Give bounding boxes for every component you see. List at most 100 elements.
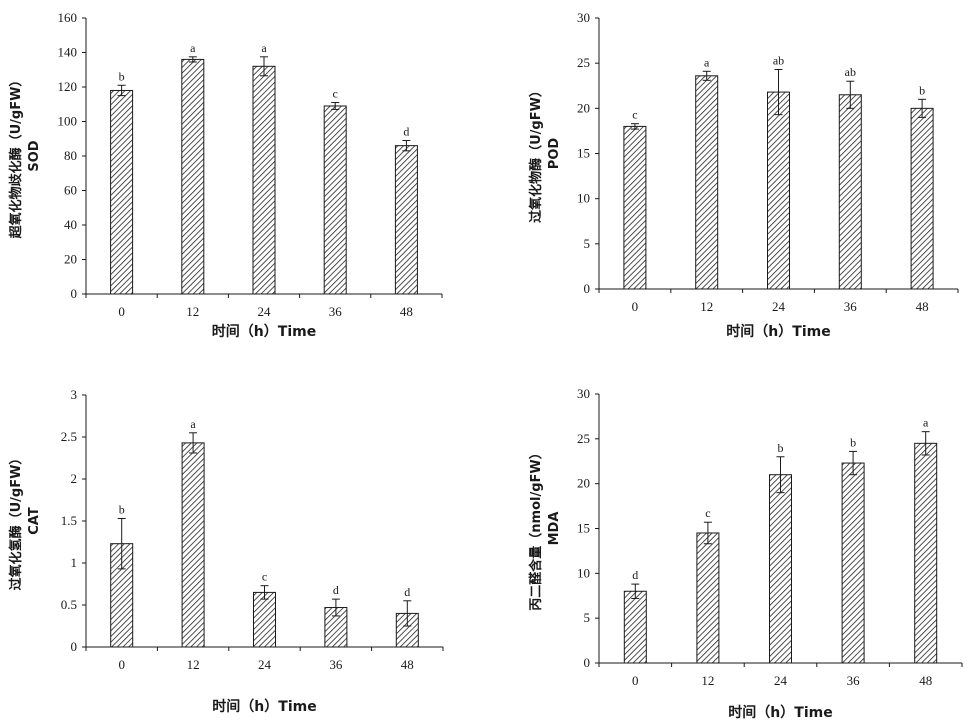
x-tick-label: 24 xyxy=(772,299,786,314)
y-tick-label: 25 xyxy=(577,431,590,446)
significance-label: d xyxy=(632,568,638,582)
chart-panel-2: 0 5 10 15 20 25 30 c 0 a 12 ab 24 ab 36 b 48 时间（h）Time 过氧化… xyxy=(528,10,959,340)
x-tick-label: 0 xyxy=(632,299,639,314)
bar-0 xyxy=(623,590,647,664)
significance-label: a xyxy=(261,41,267,55)
x-tick-label: 36 xyxy=(329,304,343,319)
y-axis-title: 丙二醛含量（nmol/gFW） xyxy=(528,446,544,610)
significance-label: b xyxy=(850,435,856,449)
significance-label: d xyxy=(404,585,410,599)
bar-24 xyxy=(252,65,276,295)
x-tick-label: 48 xyxy=(916,299,929,314)
y-axis-title: 过氧化氢酶（U/gFW） xyxy=(8,452,24,591)
y-tick-label: 0.5 xyxy=(61,597,77,612)
bar-24 xyxy=(767,91,790,290)
y-tick-label: 40 xyxy=(64,217,77,232)
significance-label: b xyxy=(119,69,125,83)
significance-label: c xyxy=(632,108,637,122)
x-tick-label: 0 xyxy=(118,304,125,319)
y-tick-label: 160 xyxy=(58,10,78,25)
x-tick-label: 0 xyxy=(118,657,125,672)
y-tick-label: 25 xyxy=(577,55,590,70)
y-axis-title: 超氧化物歧化酶（U/gFW） xyxy=(8,74,24,239)
chart-panel-4: 0 5 10 15 20 25 30 d 0 c 12 b 24 b 36 a 48 时间（h）Time 丙二醛含量… xyxy=(528,386,963,720)
y-tick-label: 20 xyxy=(577,100,590,115)
bar-12 xyxy=(696,532,720,664)
bar-0 xyxy=(623,125,647,290)
bar-36 xyxy=(838,94,862,290)
significance-label: a xyxy=(190,41,196,55)
significance-label: a xyxy=(704,55,710,69)
x-tick-label: 36 xyxy=(329,657,343,672)
bar-12 xyxy=(181,58,205,295)
y-tick-label: 30 xyxy=(577,386,590,401)
y-tick-label: 5 xyxy=(584,236,591,251)
bar-24 xyxy=(253,591,276,648)
significance-label: c xyxy=(705,506,710,520)
bar-0 xyxy=(110,89,134,295)
x-tick-label: 48 xyxy=(401,657,414,672)
significance-label: ab xyxy=(845,65,856,79)
x-tick-label: 24 xyxy=(774,673,788,688)
y-tick-label: 60 xyxy=(64,183,77,198)
y-tick-label: 3 xyxy=(71,387,78,402)
x-axis-title: 时间（h）Time xyxy=(212,323,316,340)
x-tick-label: 36 xyxy=(847,673,861,688)
chart-panel-1: 0 20 40 60 80 100 120 140 160 b 0 a 12 a 24 c 36 d 48 时间（h）… xyxy=(8,10,443,340)
significance-label: a xyxy=(190,417,196,431)
significance-label: c xyxy=(333,87,338,101)
bar-48 xyxy=(910,107,934,290)
y-tick-label: 140 xyxy=(58,45,78,60)
x-tick-label: 12 xyxy=(187,657,200,672)
bar-36 xyxy=(841,462,865,664)
y-tick-label: 1 xyxy=(71,555,78,570)
x-axis-title: 时间（h）Time xyxy=(728,704,832,720)
y-tick-label: 120 xyxy=(58,79,78,94)
significance-label: a xyxy=(923,416,929,430)
y-tick-label: 2.5 xyxy=(61,429,77,444)
y-tick-label: 1.5 xyxy=(61,513,77,528)
y-tick-label: 80 xyxy=(64,148,77,163)
x-axis-title: 时间（h）Time xyxy=(726,323,830,340)
bar-36 xyxy=(323,105,347,295)
significance-label: c xyxy=(262,570,267,584)
chart-panel-3: 0 0.5 1 1.5 2 2.5 3 b 0 a 12 c 24 d 36 d 48 时间（h）Time 过氧化氢… xyxy=(8,387,444,715)
x-tick-label: 24 xyxy=(258,304,272,319)
y-tick-label: 30 xyxy=(577,10,590,25)
bar-24 xyxy=(769,474,792,664)
y-tick-label: 10 xyxy=(577,565,590,580)
x-axis-title: 时间（h）Time xyxy=(212,698,316,715)
x-tick-label: 0 xyxy=(632,673,639,688)
y-tick-label: 0 xyxy=(71,639,78,654)
y-tick-label: 5 xyxy=(584,610,591,625)
y-tick-label: 15 xyxy=(577,146,590,161)
y-axis-title-abbrev: POD xyxy=(547,138,562,170)
y-tick-label: 0 xyxy=(584,655,591,670)
bar-48 xyxy=(394,145,418,295)
y-axis-title: 过氧化物酶（U/gFW） xyxy=(528,84,544,223)
y-tick-label: 0 xyxy=(584,281,591,296)
x-tick-label: 48 xyxy=(400,304,413,319)
x-tick-label: 36 xyxy=(844,299,858,314)
significance-label: d xyxy=(333,583,339,597)
y-tick-label: 2 xyxy=(71,471,78,486)
y-tick-label: 10 xyxy=(577,191,590,206)
bar-12 xyxy=(695,75,719,290)
x-tick-label: 12 xyxy=(186,304,199,319)
y-axis-title-abbrev: CAT xyxy=(27,507,42,535)
x-tick-label: 12 xyxy=(701,673,714,688)
y-tick-label: 0 xyxy=(71,286,78,301)
x-tick-label: 12 xyxy=(700,299,713,314)
significance-label: b xyxy=(778,441,784,455)
y-axis-title-abbrev: SOD xyxy=(27,140,42,171)
significance-label: d xyxy=(403,124,409,138)
x-tick-label: 48 xyxy=(919,673,932,688)
significance-label: b xyxy=(919,83,925,97)
significance-label: ab xyxy=(773,53,784,67)
y-tick-label: 100 xyxy=(58,114,78,129)
y-axis-title-abbrev: MDA xyxy=(547,512,562,546)
bar-12 xyxy=(181,442,205,648)
x-tick-label: 24 xyxy=(258,657,272,672)
significance-label: b xyxy=(119,502,125,516)
